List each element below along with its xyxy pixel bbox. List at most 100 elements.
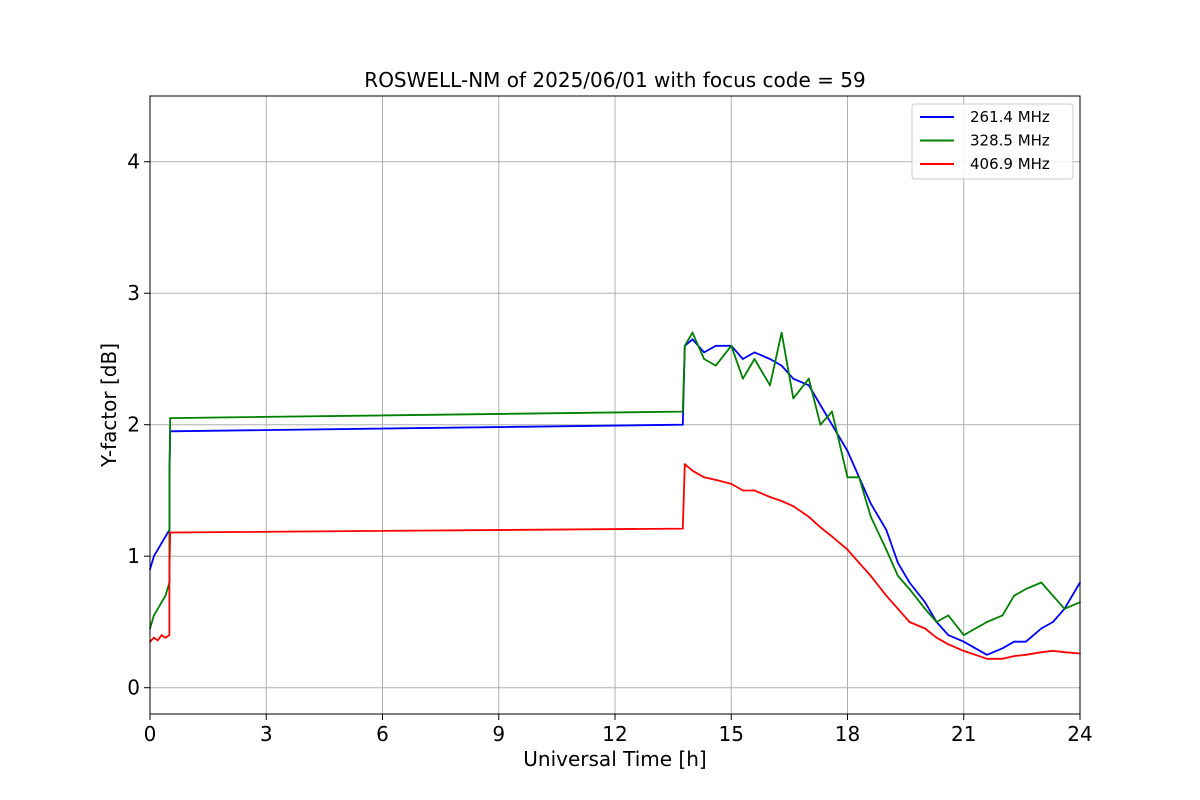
series-point	[1063, 651, 1066, 654]
y-tick-label: 0	[127, 676, 140, 700]
series-point	[924, 627, 926, 630]
series-layer	[149, 331, 1081, 660]
series-point	[1040, 627, 1043, 630]
series-point	[869, 515, 872, 518]
series-point	[1001, 647, 1004, 650]
series-point	[792, 397, 795, 400]
series-point	[1001, 657, 1004, 660]
series-point	[730, 482, 733, 485]
series-point	[819, 526, 822, 529]
legend-label-1: 328.5 MHz	[970, 132, 1050, 150]
series-point	[769, 496, 771, 498]
series-point	[962, 640, 965, 643]
grid	[149, 96, 1081, 714]
series-point	[885, 594, 888, 597]
series-point	[741, 358, 744, 360]
series-point	[819, 423, 822, 426]
series-point	[1051, 621, 1054, 623]
series-point	[869, 575, 872, 577]
series-point	[846, 450, 849, 452]
series-point	[691, 469, 694, 472]
series-point	[858, 476, 861, 479]
series-point	[1024, 640, 1027, 643]
series-point	[885, 529, 888, 531]
series-point	[1013, 640, 1016, 643]
series-point	[986, 657, 988, 660]
series-point	[924, 607, 926, 610]
series-point	[681, 423, 684, 426]
series-point	[156, 548, 159, 551]
y-tick-label: 4	[127, 150, 140, 174]
chart-title: ROSWELL-NM of 2025/06/01 with focus code…	[364, 68, 865, 92]
series-point	[962, 649, 965, 652]
series-point	[152, 636, 155, 639]
y-tick-label: 1	[127, 544, 140, 568]
series-point	[741, 489, 744, 492]
series-point	[714, 344, 717, 347]
x-tick-label: 12	[602, 722, 627, 746]
series-point	[974, 627, 977, 630]
x-tick-label: 24	[1067, 722, 1092, 746]
series-point	[681, 527, 684, 530]
series-point	[160, 634, 163, 637]
series-point	[169, 531, 172, 534]
y-tick-label: 3	[127, 281, 140, 305]
series-point	[1024, 588, 1027, 590]
series-point	[691, 331, 694, 334]
series-point	[780, 364, 783, 367]
series-point	[869, 502, 872, 505]
series-point	[152, 555, 155, 558]
x-tick-label: 0	[144, 722, 157, 746]
series-point	[1040, 581, 1043, 584]
series-point	[885, 548, 888, 551]
series-point	[703, 476, 706, 479]
series-point	[703, 351, 706, 354]
series-point	[156, 639, 159, 642]
x-tick-label: 3	[260, 722, 273, 746]
series-point	[160, 542, 163, 544]
series-point	[780, 331, 783, 334]
series-point	[831, 535, 833, 538]
series-point	[1013, 594, 1016, 597]
series-point	[908, 581, 911, 584]
legend-label-0: 261.4 MHz	[970, 108, 1050, 126]
series-point	[947, 634, 950, 637]
series-point	[703, 358, 706, 360]
series-point	[974, 653, 977, 656]
series-point	[168, 476, 171, 479]
series-point	[1051, 594, 1054, 597]
x-tick-label: 6	[376, 722, 389, 746]
series-point	[769, 384, 771, 387]
series-point	[160, 601, 163, 604]
legend-box	[911, 103, 1074, 180]
series-point	[164, 535, 167, 538]
series-point	[1013, 655, 1016, 658]
series-point	[741, 377, 744, 380]
series-point	[935, 621, 938, 623]
series-point	[683, 463, 686, 466]
series-point	[858, 561, 861, 564]
series-point	[792, 505, 795, 508]
series-point	[168, 634, 171, 637]
y-tick-label: 2	[127, 413, 140, 437]
series-point	[753, 358, 756, 360]
series-point	[896, 575, 899, 577]
series-point	[947, 643, 950, 646]
series-point	[792, 377, 795, 380]
series-point	[1001, 614, 1004, 617]
series-point	[683, 344, 686, 347]
series-point	[986, 653, 988, 656]
series-point	[769, 358, 771, 360]
series-point	[908, 588, 911, 590]
series-point	[714, 479, 717, 481]
x-tick-label: 9	[492, 722, 505, 746]
series-point	[974, 647, 977, 650]
x-tick-label: 15	[719, 722, 744, 746]
x-tick-label: 18	[835, 722, 860, 746]
series-point	[846, 476, 849, 479]
x-axis-label: Universal Time [h]	[523, 747, 706, 771]
series-point	[152, 614, 155, 617]
series-point	[819, 404, 822, 406]
